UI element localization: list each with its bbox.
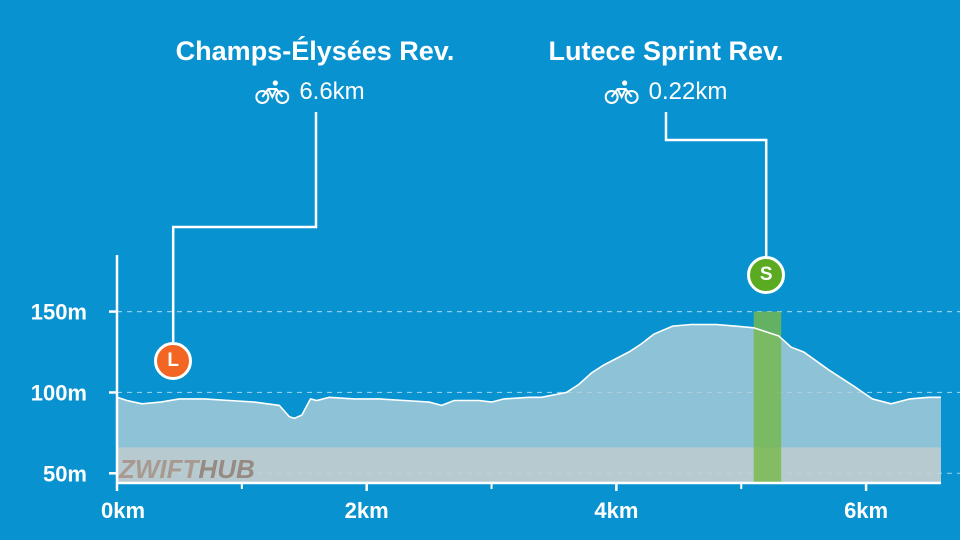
x-tick-label: 4km bbox=[594, 498, 638, 523]
elevation-area bbox=[117, 324, 941, 483]
zwifthub-watermark: ZWIFTHUB bbox=[118, 454, 255, 484]
callout-distance-value: 6.6km bbox=[299, 78, 365, 105]
elevation-line bbox=[116, 323, 941, 420]
x-tick-label: 2km bbox=[345, 498, 389, 523]
sprint-segment-highlight bbox=[753, 311, 782, 483]
bicycle-icon bbox=[255, 80, 290, 104]
callout-title-champs-elysees: Champs-Élysées Rev. bbox=[175, 36, 455, 66]
callout-title-lutece-sprint: Lutece Sprint Rev. bbox=[548, 36, 784, 66]
axis-ticks: 50m 100m 150m 0km 2km 4km 6km bbox=[31, 300, 888, 523]
sprint-marker-s: S bbox=[747, 256, 786, 294]
callout-distance-lutece-sprint: 0.22km bbox=[604, 78, 728, 106]
y-tick-label: 150m bbox=[31, 300, 87, 325]
x-tick-label: 6km bbox=[844, 498, 888, 523]
marker-letter: L bbox=[167, 350, 179, 371]
marker-letter: S bbox=[759, 264, 773, 285]
callout-leader-lines bbox=[171, 112, 768, 342]
watermark-part1: ZWIFT bbox=[118, 454, 201, 484]
leader-line-lutece-sprint bbox=[664, 112, 768, 256]
bicycle-icon bbox=[604, 80, 639, 104]
y-tick-label: 50m bbox=[43, 461, 87, 486]
lead-marker-l: L bbox=[154, 342, 193, 380]
watermark-part2: HUB bbox=[198, 454, 254, 484]
callout-distance-champs-elysees: 6.6km bbox=[255, 78, 365, 106]
leader-line-champs-elysees bbox=[171, 112, 318, 342]
x-tick-label: 0km bbox=[101, 498, 145, 523]
callout-distance-value: 0.22km bbox=[648, 78, 728, 105]
y-tick-label: 100m bbox=[31, 380, 87, 405]
